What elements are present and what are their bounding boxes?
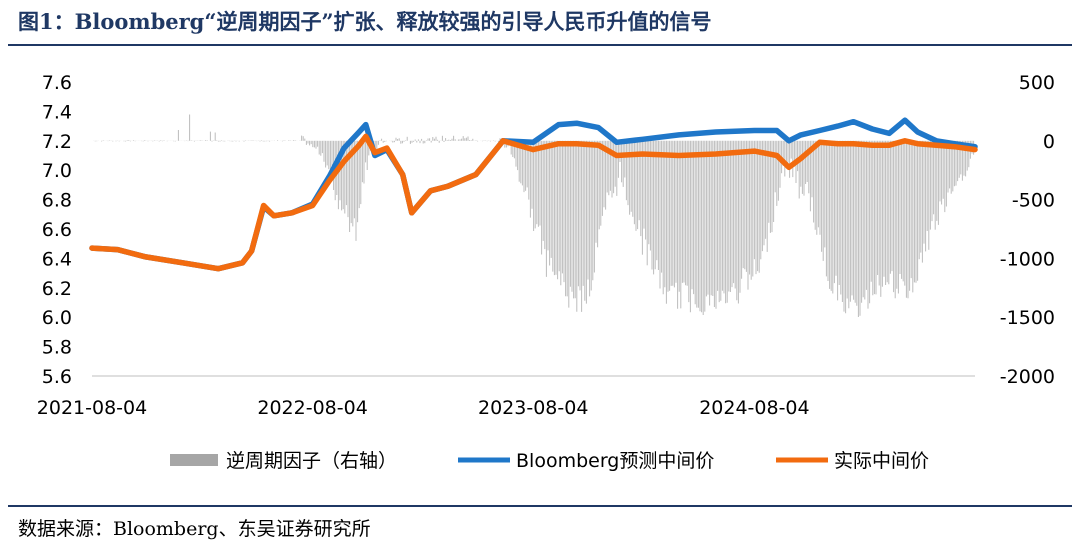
right-tick-label: -1000	[1000, 248, 1055, 270]
right-axis-ticks: 500 0 -500 -1000 -1500 -2000	[1000, 72, 1055, 388]
left-tick-label: 6.6	[42, 219, 72, 241]
right-tick-label: -2000	[1000, 366, 1055, 388]
right-tick-label: 500	[1019, 72, 1055, 94]
left-tick-label: 6.0	[42, 307, 72, 329]
x-tick-label: 2022-08-04	[257, 397, 367, 419]
x-axis-ticks: 2021-08-04 2022-08-04 2023-08-04 2024-08-04	[37, 397, 810, 419]
title-rule	[8, 44, 1072, 46]
right-tick-label: 0	[1043, 131, 1055, 153]
source-note: 数据来源：Bloomberg、东吴证券研究所	[18, 518, 371, 540]
left-axis-ticks: 7.6 7.4 7.2 7.0 6.8 6.6 6.4 6.2 6.0 5.8 5.6	[42, 72, 72, 388]
source-rule	[8, 505, 1072, 507]
left-tick-label: 7.6	[42, 72, 72, 94]
left-tick-label: 6.4	[42, 248, 72, 270]
chart: 7.6 7.4 7.2 7.0 6.8 6.6 6.4 6.2 6.0 5.8 5.6 500 0 -5…	[37, 72, 1055, 472]
actual-fixing-line	[89, 133, 978, 272]
left-tick-label: 7.4	[42, 101, 72, 123]
legend-swatch	[170, 454, 218, 466]
legend-item-actual: 实际中间价	[834, 450, 929, 472]
left-tick-label: 6.8	[42, 190, 72, 212]
left-tick-label: 7.2	[42, 131, 72, 153]
left-tick-label: 7.0	[42, 160, 72, 182]
x-tick-label: 2024-08-04	[699, 397, 809, 419]
right-tick-label: -1500	[1000, 307, 1055, 329]
left-tick-label: 5.6	[42, 366, 72, 388]
left-tick-label: 6.2	[42, 278, 72, 300]
legend-item-factor: 逆周期因子（右轴）	[226, 450, 397, 472]
x-tick-label: 2021-08-04	[37, 397, 147, 419]
figure-title: 图1：Bloomberg“逆周期因子”扩张、释放较强的引导人民币升值的信号	[18, 9, 712, 34]
legend: 逆周期因子（右轴） Bloomberg预测中间价 实际中间价	[170, 450, 929, 472]
right-tick-label: -500	[1012, 190, 1055, 212]
x-tick-label: 2023-08-04	[478, 397, 588, 419]
left-tick-label: 5.8	[42, 337, 72, 359]
series-lines	[89, 117, 978, 272]
legend-item-bloomberg: Bloomberg预测中间价	[516, 450, 714, 472]
